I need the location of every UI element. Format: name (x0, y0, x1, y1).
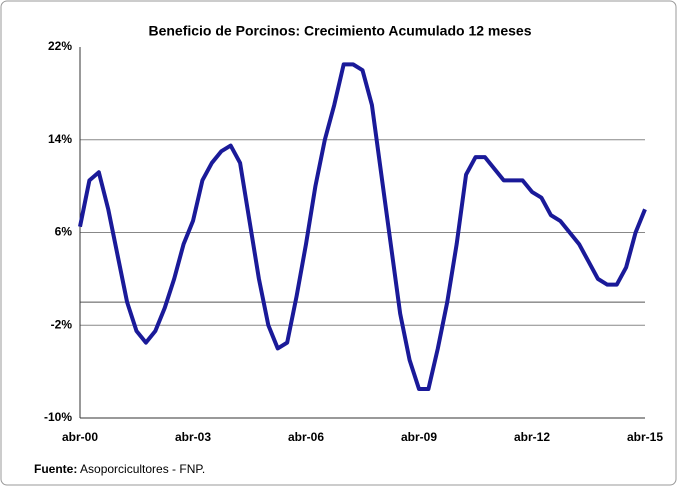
source-label: Fuente: (34, 462, 77, 476)
y-tick-label: 22% (48, 39, 72, 53)
y-tick-label: 6% (55, 225, 73, 239)
x-tick-label: abr-09 (401, 430, 437, 444)
source: Fuente: Asoporcicultores - FNP. (34, 462, 205, 476)
x-tick-label: abr-15 (627, 430, 663, 444)
x-tick-label: abr-00 (62, 430, 98, 444)
x-tick-label: abr-03 (175, 430, 211, 444)
line (78, 62, 647, 392)
y-tick-label: -10% (44, 410, 72, 424)
x-tick-label: abr-06 (288, 430, 324, 444)
y-tick-label: 14% (48, 132, 72, 146)
x-tick-label: abr-12 (514, 430, 550, 444)
source-text: Asoporcicultores - FNP. (80, 462, 205, 476)
y-tick-label: -2% (51, 317, 73, 331)
chart-title: Beneficio de Porcinos: Crecimiento Acumu… (148, 23, 531, 39)
